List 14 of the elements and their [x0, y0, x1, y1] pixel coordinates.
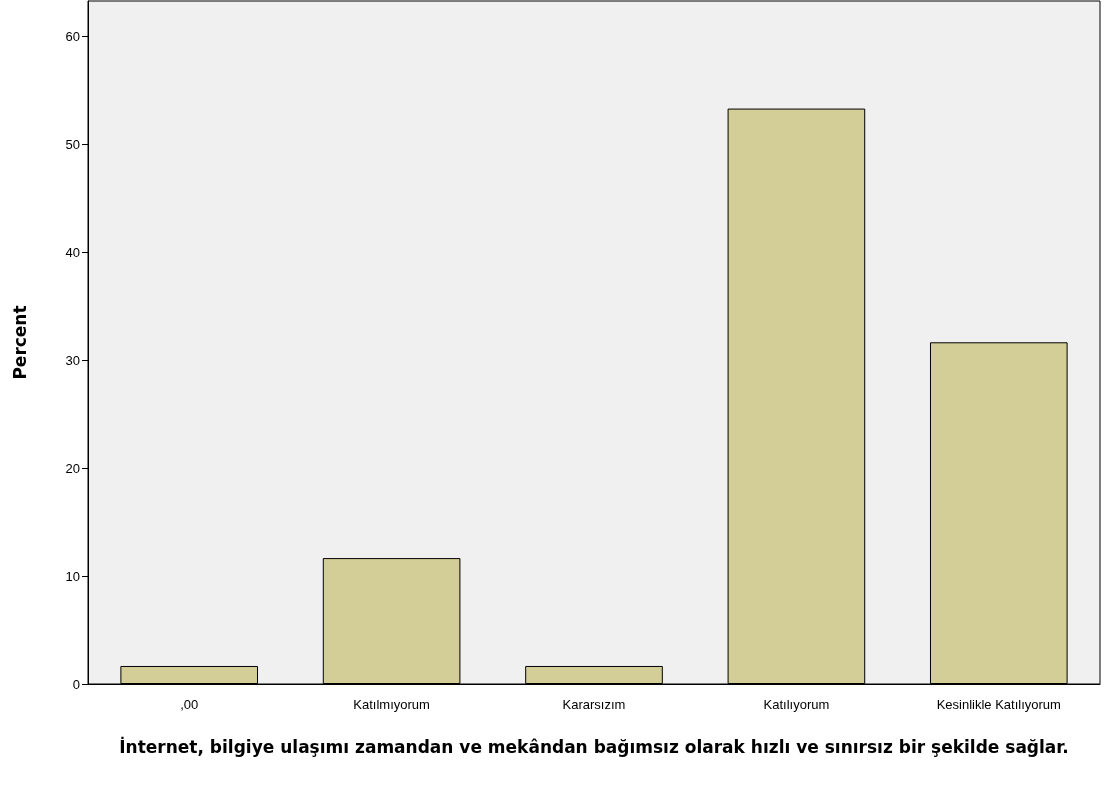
y-tick-label: 0	[72, 676, 80, 692]
y-tick-label: 10	[65, 568, 80, 584]
y-tick-label: 40	[65, 244, 80, 260]
x-tick-label: Katılıyorum	[763, 697, 830, 712]
x-tick-label: Katılmıyorum	[353, 697, 430, 712]
y-axis-title: Percent	[9, 305, 30, 380]
y-tick-label: 20	[65, 460, 80, 476]
x-tick-label: ,00	[180, 697, 199, 712]
x-tick-label: Kesinlikle Katılıyorum	[936, 697, 1061, 712]
x-tick-label: Kararsızım	[562, 697, 626, 712]
x-axis-title: İnternet, bilgiye ulaşımı zamandan ve mekândan bağımsız olarak hızlı ve sınırsız bir şekilde sağlar.	[119, 735, 1069, 757]
y-tick-label: 50	[65, 137, 80, 153]
y-tick-label: 60	[65, 29, 80, 45]
y-tick-label: 30	[65, 352, 80, 368]
